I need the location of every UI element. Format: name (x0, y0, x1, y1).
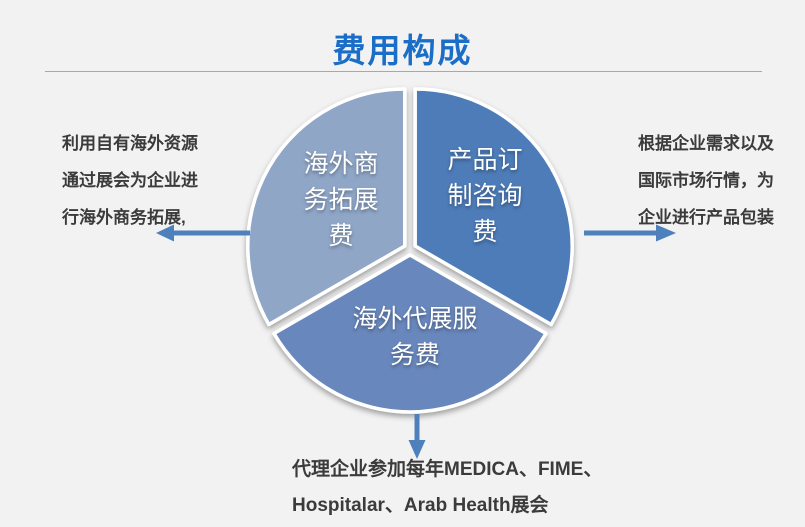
left-arrow-icon (156, 224, 250, 242)
annotation-bottom: 代理企业参加每年MEDICA、FIME、 Hospitalar、Arab Hea… (292, 459, 603, 516)
pie-slice-product-customization-consulting (413, 87, 574, 327)
title-divider (45, 71, 762, 72)
annotation-left: 利用自有海外资源 通过展会为企业进 行海外商务拓展, (62, 134, 198, 227)
pie-slice-overseas-business-expansion (246, 87, 407, 327)
pie-slice-overseas-exhibition-service (272, 253, 548, 414)
right-arrow-icon (584, 224, 676, 242)
down-arrow-icon (408, 414, 426, 459)
annotation-right: 根据企业需求以及 国际市场行情，为 企业进行产品包装 (638, 134, 774, 227)
page-title: 费用构成 (332, 32, 473, 69)
pie-chart (246, 87, 574, 414)
